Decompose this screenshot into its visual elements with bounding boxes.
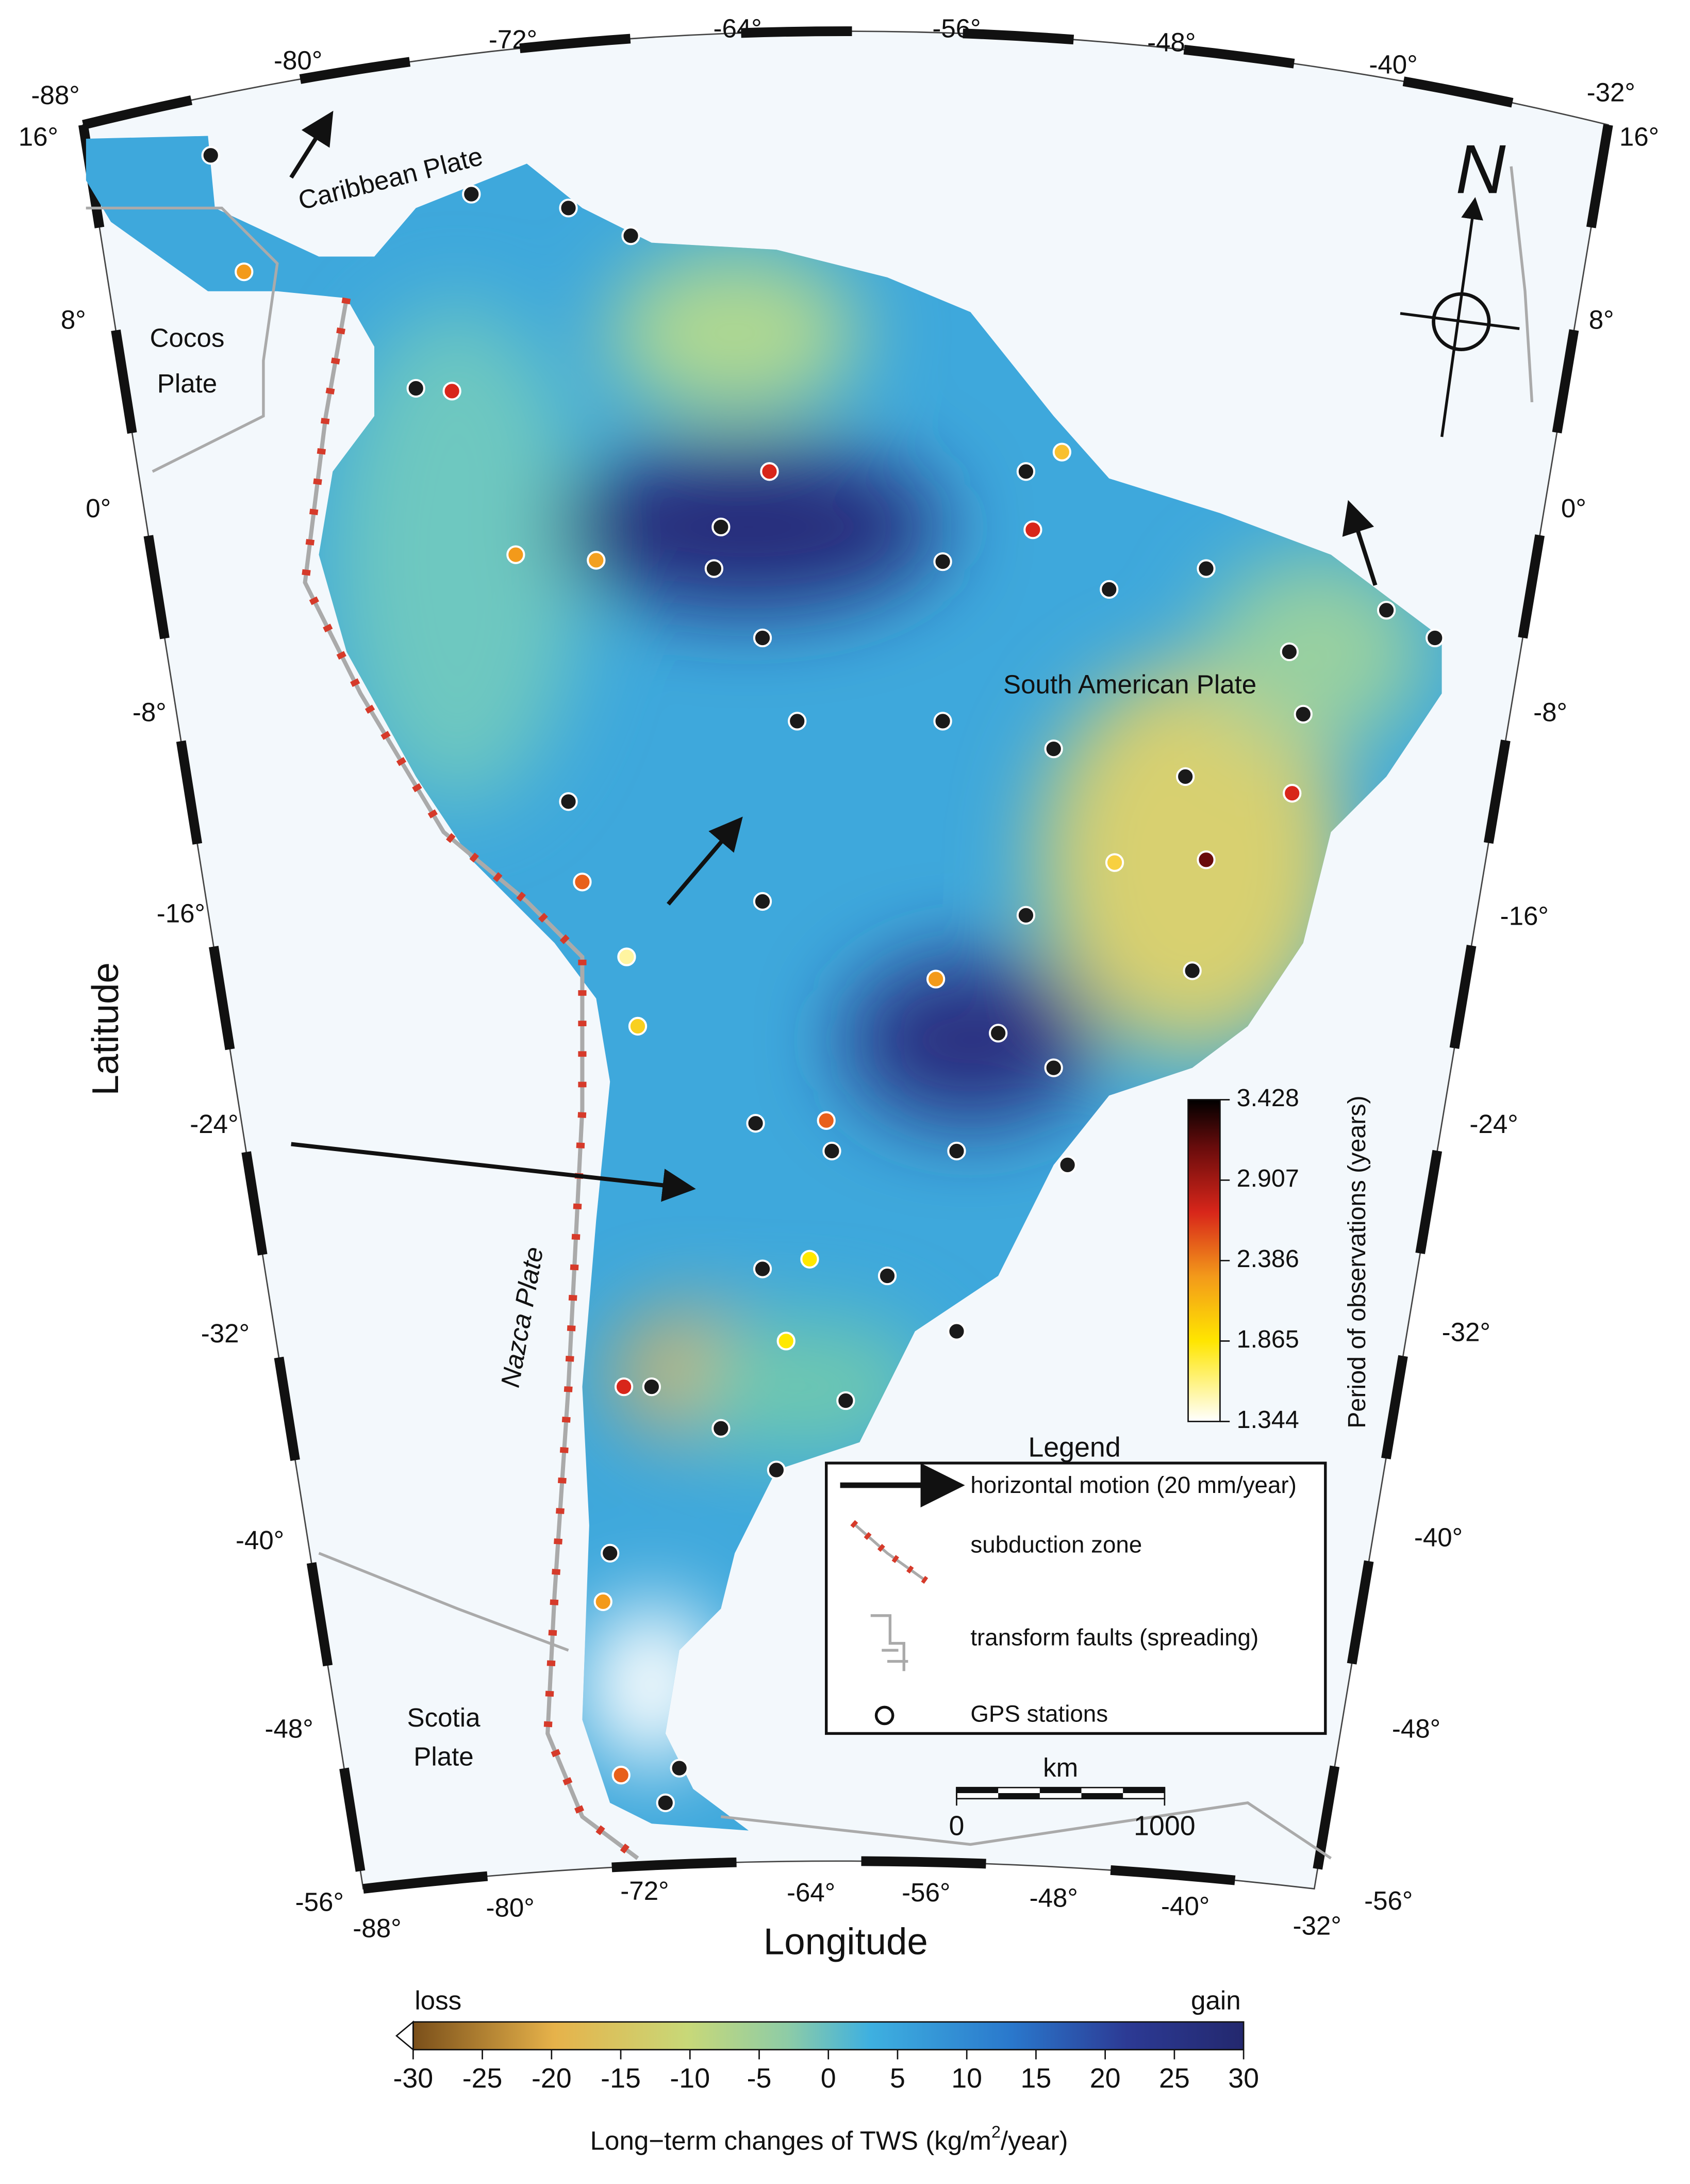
coordinate-label: -16° [1500,901,1549,931]
coordinate-label: -48° [264,1714,313,1744]
north-arrow [1400,197,1520,437]
north-label: N [1455,130,1506,208]
coordinate-label: -16° [157,898,205,928]
coordinate-label: -56° [295,1887,344,1917]
colorbar-tick-label: -20 [532,2063,572,2094]
coordinate-label: 8° [61,305,86,334]
frame-ticks [82,26,1610,130]
scale-bar-segment [998,1793,1040,1799]
coordinate-label: -8° [132,697,167,727]
frame-ticks [78,124,1613,1890]
legend-label: horizontal motion (20 mm/year) [970,1472,1296,1498]
legend-gps [874,1705,894,1726]
coordinate-label: -32° [1587,77,1635,107]
coordinate-label: 0° [86,494,111,523]
scale-unit: km [1043,1753,1078,1782]
colorbar-tick-label: 30 [1228,2063,1259,2094]
y-axis-title: Latitude [85,962,126,1095]
coordinate-label: -8° [1533,697,1567,727]
subduction-teeth [301,297,640,1862]
plate-label: Cocos [150,323,225,352]
coordinate-label: -24° [1469,1109,1518,1139]
coordinate-label: -56° [1364,1886,1413,1915]
scale-bar-segment [1123,1787,1165,1794]
coordinate-label: -88° [353,1914,401,1943]
colorbar-tick-label: 2.907 [1237,1164,1299,1192]
scale-tick-label: 0 [949,1810,965,1841]
coordinate-label: -64° [713,14,761,43]
coordinate-label: -48° [1392,1714,1440,1744]
coordinate-label: -48° [1030,1883,1078,1913]
colorbar-tick-label: 1.344 [1237,1406,1299,1434]
legend-label: subduction zone [970,1531,1142,1557]
coordinate-label: 16° [1619,122,1659,151]
coordinate-label: -48° [1147,28,1196,57]
colorbar-tick-label: -10 [670,2063,710,2094]
colorbar-tick-label: 10 [951,2063,982,2094]
period-colorbar [1187,1099,1221,1422]
colorbar-tick-label: 3.428 [1237,1084,1299,1112]
coordinate-label: -56° [902,1878,950,1907]
legend-box [825,1462,1327,1735]
legend-label: transform faults (spreading) [970,1624,1258,1651]
coordinate-label: -24° [190,1109,238,1139]
coordinate-label: 8° [1589,305,1614,334]
coordinate-label: -40° [1161,1892,1209,1921]
legend-subduction [852,1521,927,1582]
coordinate-label: -64° [787,1878,835,1907]
plate-label: Plate [157,369,217,398]
colorbar-tick-label: 2.386 [1237,1245,1299,1273]
coordinate-label: -56° [932,14,981,43]
legend-label: GPS stations [970,1701,1108,1727]
colorbar-tick-label: -30 [393,2063,433,2094]
colorbar-title: Period of observations (years) [1343,1095,1371,1428]
colorbar-tick-label: -15 [601,2063,641,2094]
gps-stations [201,146,1445,1812]
coordinate-label: -88° [31,80,79,110]
scale-bar-segment [1039,1787,1082,1794]
scale-bar-segment [956,1787,999,1794]
colorbar-tick-label: 20 [1090,2063,1121,2094]
title-sup: 2 [991,2122,1001,2141]
gps-stations-colored [235,262,1302,1785]
motion-arrows [289,110,1378,1202]
coordinate-label: -80° [274,46,322,75]
plate-label: South American Plate [1003,670,1256,699]
plate-label: Plate [413,1742,473,1771]
colorbar-end-label: gain [1191,1986,1241,2015]
x-axis-title: Longitude [764,1920,928,1962]
legend-title: Legend [1028,1432,1120,1463]
legend-transform [870,1614,908,1671]
coordinate-label: -32° [1442,1317,1490,1346]
tws-colorbar [412,2021,1245,2050]
coordinate-label: -32° [1293,1911,1341,1940]
tws-colorbar-extend [395,2020,414,2051]
coordinate-label: -40° [236,1525,284,1555]
plate-label: Scotia [407,1703,481,1732]
colorbar-tick-label: 1.865 [1237,1325,1299,1353]
colorbar-tick-label: 25 [1159,2063,1190,2094]
colorbar-tick-label: -25 [462,2063,503,2094]
coordinate-label: -72° [620,1876,669,1906]
colorbar-end-label: loss [415,1986,461,2015]
title-part: /year) [1001,2126,1068,2155]
coordinate-label: -80° [486,1893,534,1922]
coordinate-label: -40° [1369,50,1417,79]
scale-bar-segment [1081,1793,1123,1799]
coordinate-label: -72° [489,25,537,54]
scale-tick-label: 1000 [1134,1810,1196,1841]
coordinate-label: -40° [1414,1522,1463,1552]
colorbar-tick-label: 15 [1021,2063,1052,2094]
colorbar-tick-label: -5 [747,2063,772,2094]
transform-fault [86,166,1534,1860]
coordinate-label: 16° [19,122,58,151]
colorbar-title: Long−term changes of TWS (kg/m2/year) [590,2122,1068,2155]
frame-ticks [362,1856,1315,1894]
coordinate-label: 0° [1561,494,1586,523]
colorbar-tick-label: 0 [821,2063,836,2094]
colorbar-tick-label: 5 [890,2063,905,2094]
title-part: Long−term changes of TWS (kg/m [590,2126,991,2155]
coordinate-label: -32° [201,1319,250,1348]
